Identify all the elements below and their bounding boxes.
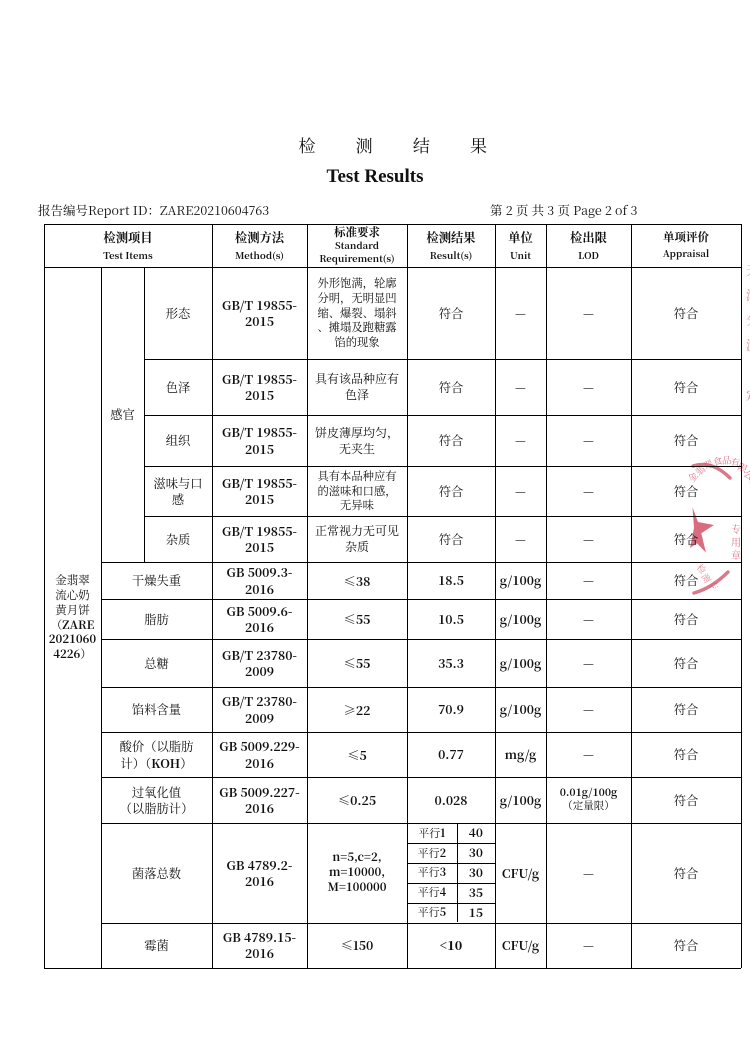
svg-text:测: 测: [746, 335, 750, 354]
svg-text:司: 司: [746, 475, 750, 491]
svg-text:天: 天: [746, 260, 750, 279]
svg-text:定: 定: [746, 385, 750, 404]
svg-text:公: 公: [741, 466, 750, 483]
svg-text:津: 津: [746, 285, 750, 304]
svg-text:分: 分: [746, 310, 750, 329]
